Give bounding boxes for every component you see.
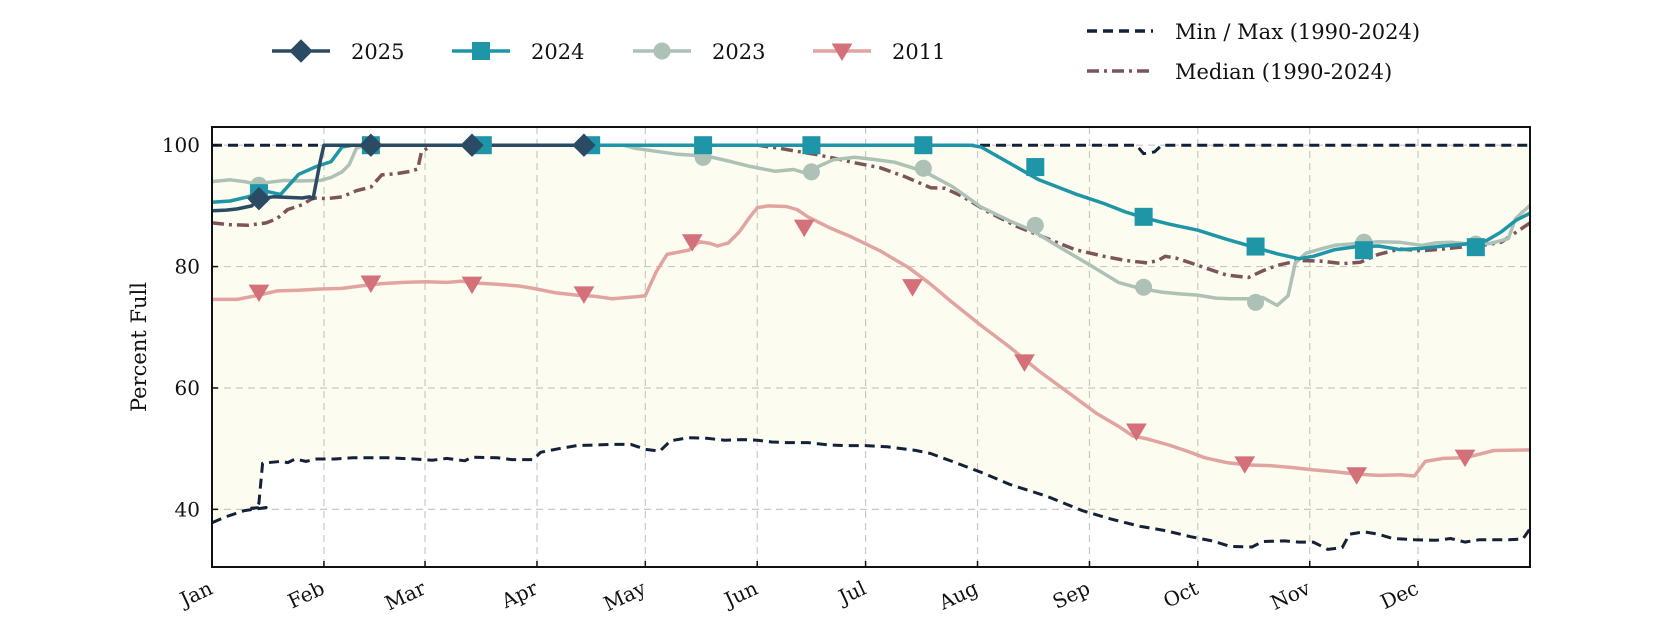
marker-2011 (1346, 467, 1368, 485)
legend-label: Min / Max (1990-2024) (1175, 20, 1420, 44)
y-tick-label: 100 (162, 133, 200, 157)
legend-marker (472, 42, 490, 60)
marker-2024 (1026, 158, 1045, 177)
x-tick-label: Jul (833, 576, 870, 610)
series-line-min (212, 436, 1530, 551)
x-tick-label: Nov (1267, 575, 1315, 614)
marker-2024 (1354, 241, 1373, 260)
legend-label: 2011 (892, 40, 945, 64)
marker-2024 (694, 136, 713, 155)
y-tick-label: 80 (175, 255, 200, 279)
x-tick-label: Sep (1049, 576, 1094, 614)
marker-2011 (1014, 354, 1035, 372)
legend-label: 2023 (712, 40, 765, 64)
marker-2011 (902, 279, 923, 297)
plot-frame (211, 126, 1531, 568)
marker-2011 (1234, 456, 1256, 474)
x-tick-label: Apr (497, 576, 542, 614)
marker-2011 (1126, 423, 1147, 442)
marker-2023 (802, 163, 820, 181)
marker-2025 (359, 133, 383, 157)
series-line-2025 (212, 143, 597, 213)
marker-2011 (248, 284, 270, 303)
marker-2011 (461, 276, 483, 295)
x-tick-label: Oct (1159, 576, 1201, 613)
marker-2025 (247, 186, 271, 211)
x-tick-label: Jan (174, 576, 216, 613)
legend-item-2025: 2025 (272, 39, 404, 64)
marker-2023 (1135, 278, 1153, 296)
legend-label: 2024 (531, 40, 584, 64)
marker-2011 (573, 286, 595, 304)
series-markers (247, 133, 1485, 485)
x-tick-label: Dec (1377, 576, 1423, 614)
y-axis-title: Percent Full (127, 282, 151, 412)
y-tick-label: 60 (175, 376, 200, 400)
y-tick-label: 40 (175, 497, 200, 521)
marker-2024 (914, 136, 933, 155)
legend-marker (653, 42, 671, 60)
legend-marker (289, 39, 313, 63)
legend: 2025 2024 2023 2011 Min / Max (1990-2024) Med… (272, 20, 1420, 84)
legend-item-max: Min / Max (1990-2024) (1087, 20, 1420, 44)
min-max-band-fill (212, 145, 1530, 550)
marker-2023 (1026, 216, 1044, 234)
legend-item-2024: 2024 (452, 40, 584, 64)
marker-2011 (681, 234, 703, 252)
marker-2024 (1466, 238, 1485, 257)
marker-2024 (1134, 207, 1153, 226)
series-lines (212, 143, 1530, 551)
x-tick-label: Jun (719, 576, 762, 613)
series-line-2023 (212, 143, 1530, 308)
x-tick-label: May (600, 575, 650, 616)
marker-2023 (914, 159, 932, 177)
marker-2024 (802, 136, 821, 155)
legend-marker (831, 43, 853, 61)
series-line-min (212, 143, 1530, 156)
marker-2011 (1454, 449, 1476, 468)
marker-2011 (793, 219, 815, 238)
legend-item-2023: 2023 (633, 40, 765, 64)
x-tick-label: Mar (381, 576, 430, 616)
marker-2025 (572, 133, 596, 157)
min-max-band (212, 145, 1530, 550)
series-line-2024 (212, 143, 1530, 261)
marker-2025 (460, 133, 484, 157)
marker-2023 (1247, 293, 1265, 311)
legend-label: 2025 (351, 40, 404, 64)
series-line-2011 (212, 204, 1530, 478)
legend-item-median: Median (1990-2024) (1087, 60, 1392, 84)
x-tick-label: Feb (284, 576, 328, 614)
marker-2024 (1246, 237, 1265, 256)
legend-label: Median (1990-2024) (1175, 60, 1392, 84)
x-tick-label: Aug (934, 576, 982, 615)
legend-item-2011: 2011 (813, 40, 945, 64)
marker-2011 (360, 275, 382, 293)
